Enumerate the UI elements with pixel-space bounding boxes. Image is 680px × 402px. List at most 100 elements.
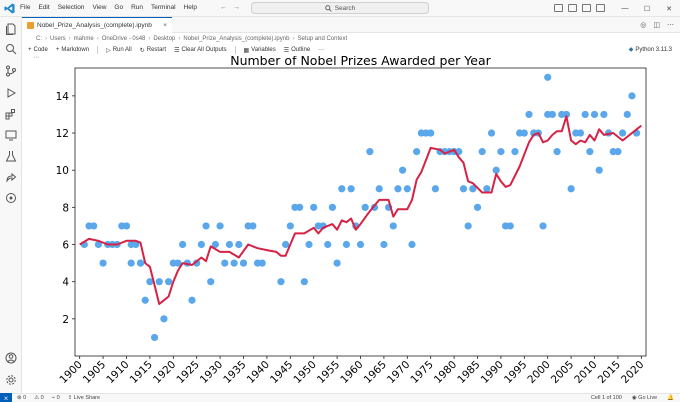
- variables-label: Variables: [251, 47, 276, 53]
- menu-file[interactable]: File: [20, 4, 31, 11]
- data-point: [544, 73, 552, 81]
- more-label: ···: [318, 47, 325, 53]
- data-point: [333, 259, 341, 267]
- menu-run[interactable]: Run: [131, 4, 144, 11]
- data-point: [328, 203, 337, 211]
- x-tick-label: 1995: [502, 359, 529, 386]
- clear-outputs-button[interactable]: ☰ Clear All Outputs: [174, 47, 226, 54]
- data-point: [99, 259, 107, 267]
- data-point: [94, 240, 103, 249]
- errors-status[interactable]: ⊗ 0: [17, 395, 27, 401]
- remote-explorer-icon[interactable]: [5, 129, 17, 141]
- live-share-icon[interactable]: [5, 171, 17, 183]
- remote-indicator-icon[interactable]: ⨯: [0, 393, 12, 402]
- go-live-button[interactable]: ◉ Go Live: [631, 395, 658, 401]
- breadcrumb-item[interactable]: C:: [36, 35, 42, 42]
- maximize-button[interactable]: ☐: [643, 5, 651, 13]
- menu-edit[interactable]: Edit: [38, 4, 50, 11]
- variables-button[interactable]: ▦ Variables: [244, 47, 276, 54]
- data-point: [230, 259, 238, 267]
- tab-notebook[interactable]: Nobel_Prize_Analysis_(complete).ipynb ×: [22, 17, 172, 33]
- menu-help[interactable]: Help: [183, 4, 197, 11]
- testing-flask-icon[interactable]: [5, 150, 17, 162]
- data-point: [394, 185, 402, 193]
- compare-icon[interactable]: ◎: [640, 22, 647, 29]
- cell-position[interactable]: Cell 1 of 100: [590, 395, 622, 401]
- ports-status[interactable]: ⌁ 0: [51, 395, 60, 401]
- search-icon[interactable]: [5, 43, 17, 55]
- split-editor-icon[interactable]: ◫: [653, 22, 660, 29]
- github-icon[interactable]: [5, 192, 17, 204]
- breadcrumb-item[interactable]: OneDrive - 0s48: [101, 35, 146, 42]
- run-all-icon: ▷: [106, 47, 111, 54]
- outline-button[interactable]: ☰ Outline: [284, 47, 310, 54]
- menu-view[interactable]: View: [92, 4, 107, 11]
- back-arrow-icon[interactable]: ←: [220, 4, 227, 11]
- restart-button[interactable]: ↻ Restart: [140, 47, 166, 54]
- breadcrumb-item[interactable]: Nobel_Prize_Analysis_(complete).ipynb: [183, 35, 290, 42]
- y-tick-label: 2: [62, 314, 69, 326]
- source-control-icon[interactable]: [5, 65, 17, 77]
- breadcrumb-item[interactable]: Setup and Context: [297, 35, 348, 42]
- forward-arrow-icon[interactable]: →: [233, 4, 240, 11]
- cell-output: Number of Nobel Prizes Awarded per Year 2…: [22, 56, 680, 392]
- x-tick-label: 1975: [408, 359, 435, 386]
- settings-gear-icon[interactable]: [5, 374, 17, 386]
- account-icon[interactable]: [5, 352, 17, 364]
- menu-terminal[interactable]: Terminal: [151, 4, 176, 11]
- data-point: [469, 185, 477, 193]
- explorer-icon[interactable]: [5, 23, 17, 35]
- data-point: [174, 259, 182, 267]
- data-point: [136, 259, 145, 267]
- kernel-picker[interactable]: ◆ Python 3.11.3: [629, 46, 672, 54]
- data-point: [403, 185, 411, 193]
- x-tick-label: 1945: [268, 359, 295, 386]
- toggle-secondary-sidebar-icon[interactable]: [582, 4, 591, 12]
- breadcrumb-item[interactable]: mahme: [73, 35, 94, 42]
- toggle-sidebar-icon[interactable]: [554, 4, 563, 12]
- data-point: [408, 240, 416, 249]
- window-controls: — ☐ ✕: [614, 0, 680, 17]
- add-code-button[interactable]: + Code: [28, 47, 48, 53]
- data-point: [207, 278, 215, 286]
- close-window-button[interactable]: ✕: [666, 5, 672, 13]
- menu-selection[interactable]: Selection: [57, 4, 85, 11]
- run-debug-icon[interactable]: [5, 87, 17, 99]
- x-tick-label: 1940: [245, 359, 272, 386]
- restart-label: Restart: [146, 47, 167, 53]
- extensions-icon[interactable]: [5, 108, 17, 120]
- data-point: [211, 240, 220, 249]
- restart-icon: ↻: [139, 47, 145, 54]
- notifications-bell-icon[interactable]: 🔔: [667, 395, 674, 401]
- live-share-status[interactable]: ⇪ Live Share: [67, 395, 101, 401]
- customize-layout-icon[interactable]: [596, 4, 605, 12]
- breadcrumb-item[interactable]: Users: [50, 35, 66, 42]
- outline-label: Outline: [291, 47, 311, 53]
- plus-icon: +: [28, 47, 32, 53]
- editor-tab-bar: Nobel_Prize_Analysis_(complete).ipynb × …: [22, 17, 680, 33]
- toggle-panel-icon[interactable]: [568, 4, 577, 12]
- tab-label: Nobel_Prize_Analysis_(complete).ipynb: [37, 22, 152, 29]
- variables-icon: ▦: [243, 47, 250, 54]
- menu-go[interactable]: Go: [114, 4, 124, 11]
- chevron-right-icon: ›: [45, 35, 47, 42]
- data-point: [590, 110, 599, 119]
- data-point: [366, 148, 374, 156]
- warnings-status[interactable]: ⚠ 0: [34, 395, 44, 401]
- y-tick-label: 14: [56, 91, 70, 103]
- x-tick-label: 1915: [128, 359, 155, 386]
- breadcrumb-item[interactable]: Desktop: [153, 35, 176, 42]
- close-tab-icon[interactable]: ×: [163, 22, 167, 29]
- minimize-button[interactable]: —: [621, 5, 629, 12]
- live-share-label: Live Share: [73, 395, 101, 401]
- add-markdown-button[interactable]: + Markdown: [56, 47, 89, 53]
- x-tick-label: 1965: [362, 359, 389, 386]
- toolbar-more-button[interactable]: ···: [318, 47, 324, 53]
- more-actions-icon[interactable]: ⋯: [667, 22, 674, 29]
- x-tick-label: 1970: [385, 359, 412, 386]
- data-point: [258, 259, 266, 267]
- run-all-button[interactable]: ▷ Run All: [106, 47, 132, 54]
- y-tick-label: 4: [62, 277, 69, 289]
- command-center-search[interactable]: Search: [251, 2, 429, 14]
- cell-more-icon[interactable]: ···: [33, 54, 40, 61]
